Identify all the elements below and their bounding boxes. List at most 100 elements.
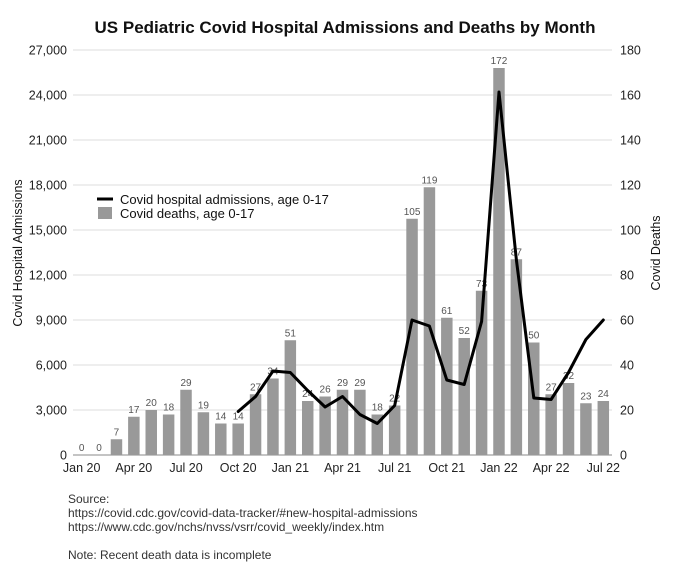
death-bar-label: 14	[215, 412, 227, 423]
right-y-tick-label: 60	[620, 314, 634, 328]
death-bar	[215, 423, 227, 455]
death-bar	[423, 187, 436, 455]
source-link-hospital[interactable]: https://covid.cdc.gov/covid-data-tracker…	[68, 506, 418, 520]
admissions-line-path	[236, 90, 605, 425]
death-bar-label: 172	[491, 56, 508, 67]
left-y-tick-label: 18,000	[29, 179, 67, 193]
death-bar	[336, 389, 349, 455]
left-y-tick-label: 3,000	[36, 404, 67, 418]
left-y-tick-label: 24,000	[29, 89, 67, 103]
death-bar	[249, 394, 262, 455]
death-bar	[458, 338, 470, 455]
death-bar	[580, 403, 592, 455]
right-y-tick-label: 180	[620, 44, 641, 58]
death-bar	[319, 396, 331, 455]
left-y-axis-ticks: 0 3,000 6,000 9,000 12,000 15,000 18,000 21,000…	[29, 44, 67, 463]
death-bar-label: 29	[180, 378, 192, 389]
death-bar	[128, 416, 140, 455]
death-bar-label: 20	[146, 398, 158, 409]
right-y-axis-ticks: 0 20 40 60 80 100 120 140 160 180	[620, 44, 641, 463]
source-label: Source:	[68, 492, 110, 506]
death-bar-label: 119	[421, 175, 437, 186]
legend-bar-swatch	[98, 207, 112, 219]
left-y-tick-label: 12,000	[29, 269, 67, 283]
death-bar-label: 29	[337, 378, 349, 389]
left-y-tick-label: 27,000	[29, 44, 67, 58]
death-bar	[371, 414, 384, 455]
chart-notes: Source: https://covid.cdc.gov/covid-data…	[68, 492, 418, 562]
death-bar-label: 18	[372, 403, 384, 414]
death-bar	[354, 389, 366, 455]
death-bar	[406, 218, 418, 455]
death-bar-label: 24	[598, 389, 610, 400]
death-bar-label: 23	[580, 391, 592, 402]
death-bar-label: 52	[459, 326, 471, 337]
death-bar-label: 24	[302, 389, 314, 400]
left-y-tick-label: 9,000	[36, 314, 67, 328]
death-bar	[197, 412, 210, 455]
right-axis-title: Covid Deaths	[649, 215, 663, 290]
x-tick-label: Jan 22	[480, 461, 518, 475]
legend: Covid hospital admissions, age 0-17 Covi…	[97, 192, 329, 221]
death-bar-label: 14	[233, 412, 245, 423]
x-axis-ticks: Jan 20 Apr 20 Jul 20 Oct 20 Jan 21 Apr 21 Jul …	[63, 461, 620, 475]
right-y-tick-label: 140	[620, 134, 641, 148]
death-bar	[232, 423, 244, 455]
right-y-tick-label: 20	[620, 404, 634, 418]
death-bar	[145, 410, 157, 455]
x-tick-label: Apr 22	[533, 461, 570, 475]
death-bar-label: 26	[320, 385, 332, 396]
death-bar-label: 51	[285, 328, 297, 339]
gridlines	[73, 49, 612, 456]
death-bar	[545, 394, 557, 455]
death-bar-label: 73	[476, 279, 488, 290]
right-y-tick-label: 120	[620, 179, 641, 193]
incomplete-data-note: Note: Recent death data is incomplete	[68, 548, 272, 562]
x-tick-label: Jul 20	[169, 461, 202, 475]
x-tick-label: Oct 21	[428, 461, 465, 475]
admissions-line	[236, 90, 605, 425]
death-bar-label: 7	[114, 427, 120, 438]
x-tick-label: Apr 21	[324, 461, 361, 475]
death-bar	[510, 259, 523, 455]
death-bar	[388, 405, 401, 455]
x-tick-label: Jul 22	[587, 461, 620, 475]
death-bar	[562, 383, 575, 455]
death-bar	[597, 401, 610, 455]
x-tick-label: Jan 20	[63, 461, 101, 475]
death-bar	[493, 68, 505, 455]
right-y-tick-label: 160	[620, 89, 641, 103]
death-bar	[162, 414, 175, 455]
death-bar	[475, 290, 488, 455]
death-bar-label: 17	[128, 405, 140, 416]
death-bar-label: 19	[198, 400, 210, 411]
legend-line-label: Covid hospital admissions, age 0-17	[120, 192, 329, 207]
death-bar-label: 27	[250, 382, 262, 393]
death-bar	[284, 340, 297, 455]
death-bar-label: 29	[354, 378, 366, 389]
death-bar-label: 0	[96, 443, 102, 454]
death-bar	[180, 389, 192, 455]
left-y-tick-label: 6,000	[36, 359, 67, 373]
chart: US Pediatric Covid Hospital Admissions a…	[11, 18, 663, 475]
right-y-tick-label: 40	[620, 359, 634, 373]
death-bar	[110, 439, 123, 455]
death-bar-label: 50	[528, 331, 540, 342]
left-y-tick-label: 15,000	[29, 224, 67, 238]
right-y-tick-label: 100	[620, 224, 641, 238]
chart-title: US Pediatric Covid Hospital Admissions a…	[95, 18, 596, 37]
source-link-deaths[interactable]: https://www.cdc.gov/nchs/nvss/vsrr/covid…	[68, 520, 385, 534]
right-y-tick-label: 0	[620, 449, 627, 463]
death-bar-label: 18	[163, 403, 175, 414]
death-bar-label: 32	[563, 371, 575, 382]
death-bar-label: 27	[546, 382, 558, 393]
death-bar-label: 0	[79, 443, 85, 454]
left-axis-title: Covid Hospital Admissions	[11, 179, 25, 326]
death-bar	[441, 317, 453, 455]
left-y-tick-label: 0	[60, 449, 67, 463]
x-tick-label: Oct 20	[220, 461, 257, 475]
left-y-tick-label: 21,000	[29, 134, 67, 148]
right-y-tick-label: 80	[620, 269, 634, 283]
x-tick-label: Jul 21	[378, 461, 411, 475]
